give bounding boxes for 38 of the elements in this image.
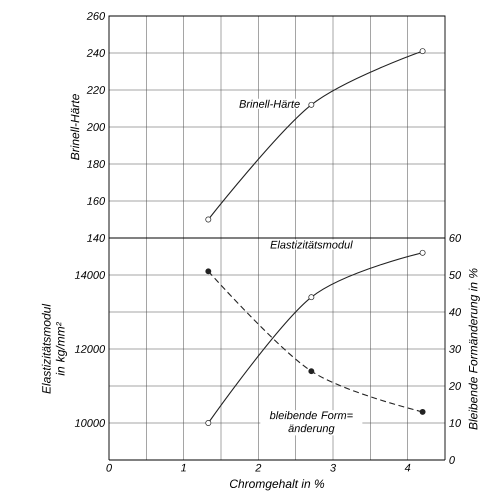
y-axis-title: Brinell-Härte [70,94,80,160]
y-tick-label: 180 [87,160,106,168]
y-tick-label: 240 [86,49,106,57]
text: Elastizitätsmodul [270,240,353,249]
y2-tick-label: 20 [448,382,462,390]
series-label: bleibende Form= änderung [270,411,353,434]
y-tick-label: 160 [87,197,106,205]
x-tick-label: 2 [255,464,262,472]
point [308,294,314,300]
y-tick-label: 260 [86,12,106,20]
x-tick-label: 1 [180,464,186,472]
y-tick-label: 140 [87,234,106,242]
x-tick-label: 3 [330,464,336,472]
point [420,250,426,256]
y2-axis-title: Bleibende Formänderung in % [468,268,480,430]
point [308,368,314,374]
y2-tick-label: 60 [449,234,462,242]
point [205,420,212,426]
x-tick-label: 4 [404,464,410,472]
y-tick-label: 220 [86,86,106,94]
y2-tick-label: 50 [449,271,462,279]
series-label: Brinell-Härte [239,100,300,108]
point [205,268,212,274]
y-tick-label: 10000 [74,419,106,427]
point [420,408,426,415]
y2-tick-label: 30 [449,345,462,353]
y-tick-label: 12000 [74,345,106,353]
y2-tick-label: 0 [449,456,455,464]
point [420,48,426,54]
point [308,102,314,108]
y-axis-title: Elastizitätsmodul in kg/mm² [42,304,68,394]
y2-tick-label: 40 [448,308,462,316]
y-tick-label: 200 [86,123,106,131]
y2-tick-label: 10 [449,419,462,427]
x-tick-label: 0 [106,464,112,472]
y-tick-label: 14000 [74,271,106,279]
point [205,216,212,222]
x-axis-title: Chromgehalt in % [230,479,324,490]
